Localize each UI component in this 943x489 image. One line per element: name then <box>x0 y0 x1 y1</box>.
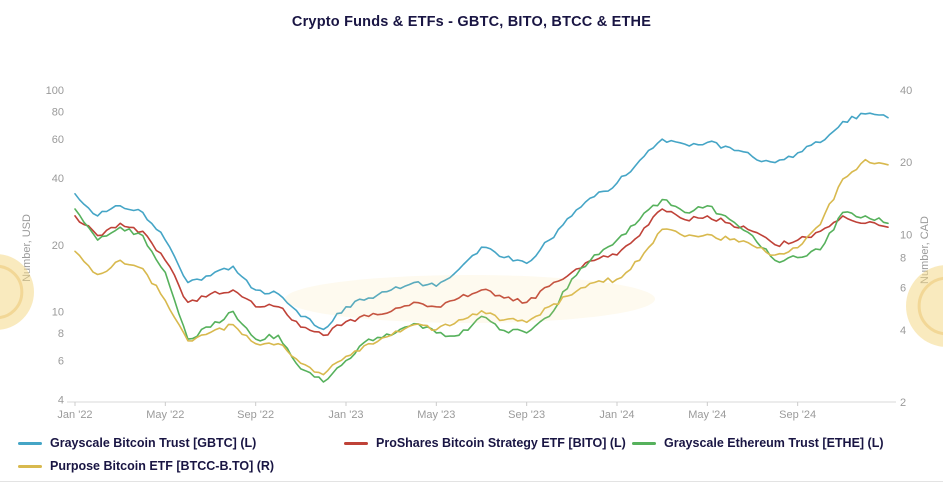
x-tick-label: Jan '24 <box>599 409 634 421</box>
legend-item-ethe[interactable]: Grayscale Ethereum Trust [ETHE] (L) <box>632 436 884 450</box>
y-right-tick-label: 40 <box>900 85 912 97</box>
y-left-tick-label: 40 <box>52 173 64 185</box>
y-left-axis-title: Number, USD <box>21 214 33 282</box>
series-line-bito <box>74 208 889 337</box>
legend-marker-ethe <box>632 441 656 445</box>
series-line-gbtc <box>74 112 889 331</box>
y-right-tick-label: 10 <box>900 229 912 241</box>
y-right-tick-label: 2 <box>900 397 906 409</box>
chart-title: Crypto Funds & ETFs - GBTC, BITO, BTCC &… <box>291 14 652 30</box>
x-tick-label: Sep '22 <box>237 409 274 421</box>
y-left-tick-label: 4 <box>58 395 64 407</box>
x-tick-label: Sep '24 <box>779 409 816 421</box>
legend-item-bito[interactable]: ProShares Bitcoin Strategy ETF [BITO] (L… <box>344 436 626 450</box>
legend-item-btcc[interactable]: Purpose Bitcoin ETF [BTCC-B.TO] (R) <box>18 459 274 473</box>
legend-label-btcc: Purpose Bitcoin ETF [BTCC-B.TO] (R) <box>50 459 275 473</box>
bottom-divider <box>0 481 943 482</box>
y-left-tick-label: 20 <box>52 240 64 252</box>
y-left-tick-label: 6 <box>58 356 64 368</box>
watermark-coin-left <box>0 254 34 330</box>
x-tick-label: May '22 <box>146 409 184 421</box>
x-tick-label: Jan '22 <box>57 409 92 421</box>
watermark-coin-right-ring <box>917 276 943 336</box>
series-line-btcc <box>74 158 889 376</box>
x-tick-label: May '24 <box>688 409 726 421</box>
watermark-coin-left-ring <box>0 264 24 320</box>
line-chart[interactable]: Jan '22 May '22 Sep '22 Jan '23 May '23 Sep '… <box>0 0 943 432</box>
y-right-tick-label: 20 <box>900 157 912 169</box>
legend-marker-gbtc <box>18 441 42 445</box>
y-right-tick-label: 8 <box>900 253 906 265</box>
series-line-ethe <box>74 198 889 383</box>
x-tick-label: May '23 <box>417 409 455 421</box>
legend-marker-bito <box>344 441 368 445</box>
x-tick-label: Jan '23 <box>328 409 363 421</box>
y-right-tick-label: 4 <box>900 325 906 337</box>
y-left-tick-label: 10 <box>52 306 64 318</box>
legend-label-ethe: Grayscale Ethereum Trust [ETHE] (L) <box>664 436 884 450</box>
y-left-tick-label: 100 <box>46 85 64 97</box>
legend-label-bito: ProShares Bitcoin Strategy ETF [BITO] (L… <box>376 436 626 450</box>
y-left-tick-label: 8 <box>58 328 64 340</box>
y-left-tick-label: 60 <box>52 134 64 146</box>
y-right-tick-label: 6 <box>900 283 906 295</box>
legend-item-gbtc[interactable]: Grayscale Bitcoin Trust [GBTC] (L) <box>18 436 256 450</box>
legend-marker-btcc <box>18 464 42 468</box>
x-tick-label: Sep '23 <box>508 409 545 421</box>
watermark-coin-right <box>906 265 943 347</box>
watermark-center <box>285 275 655 323</box>
y-left-tick-label: 80 <box>52 106 64 118</box>
y-right-axis-title: Number, CAD <box>919 216 931 284</box>
legend-label-gbtc: Grayscale Bitcoin Trust [GBTC] (L) <box>50 436 257 450</box>
